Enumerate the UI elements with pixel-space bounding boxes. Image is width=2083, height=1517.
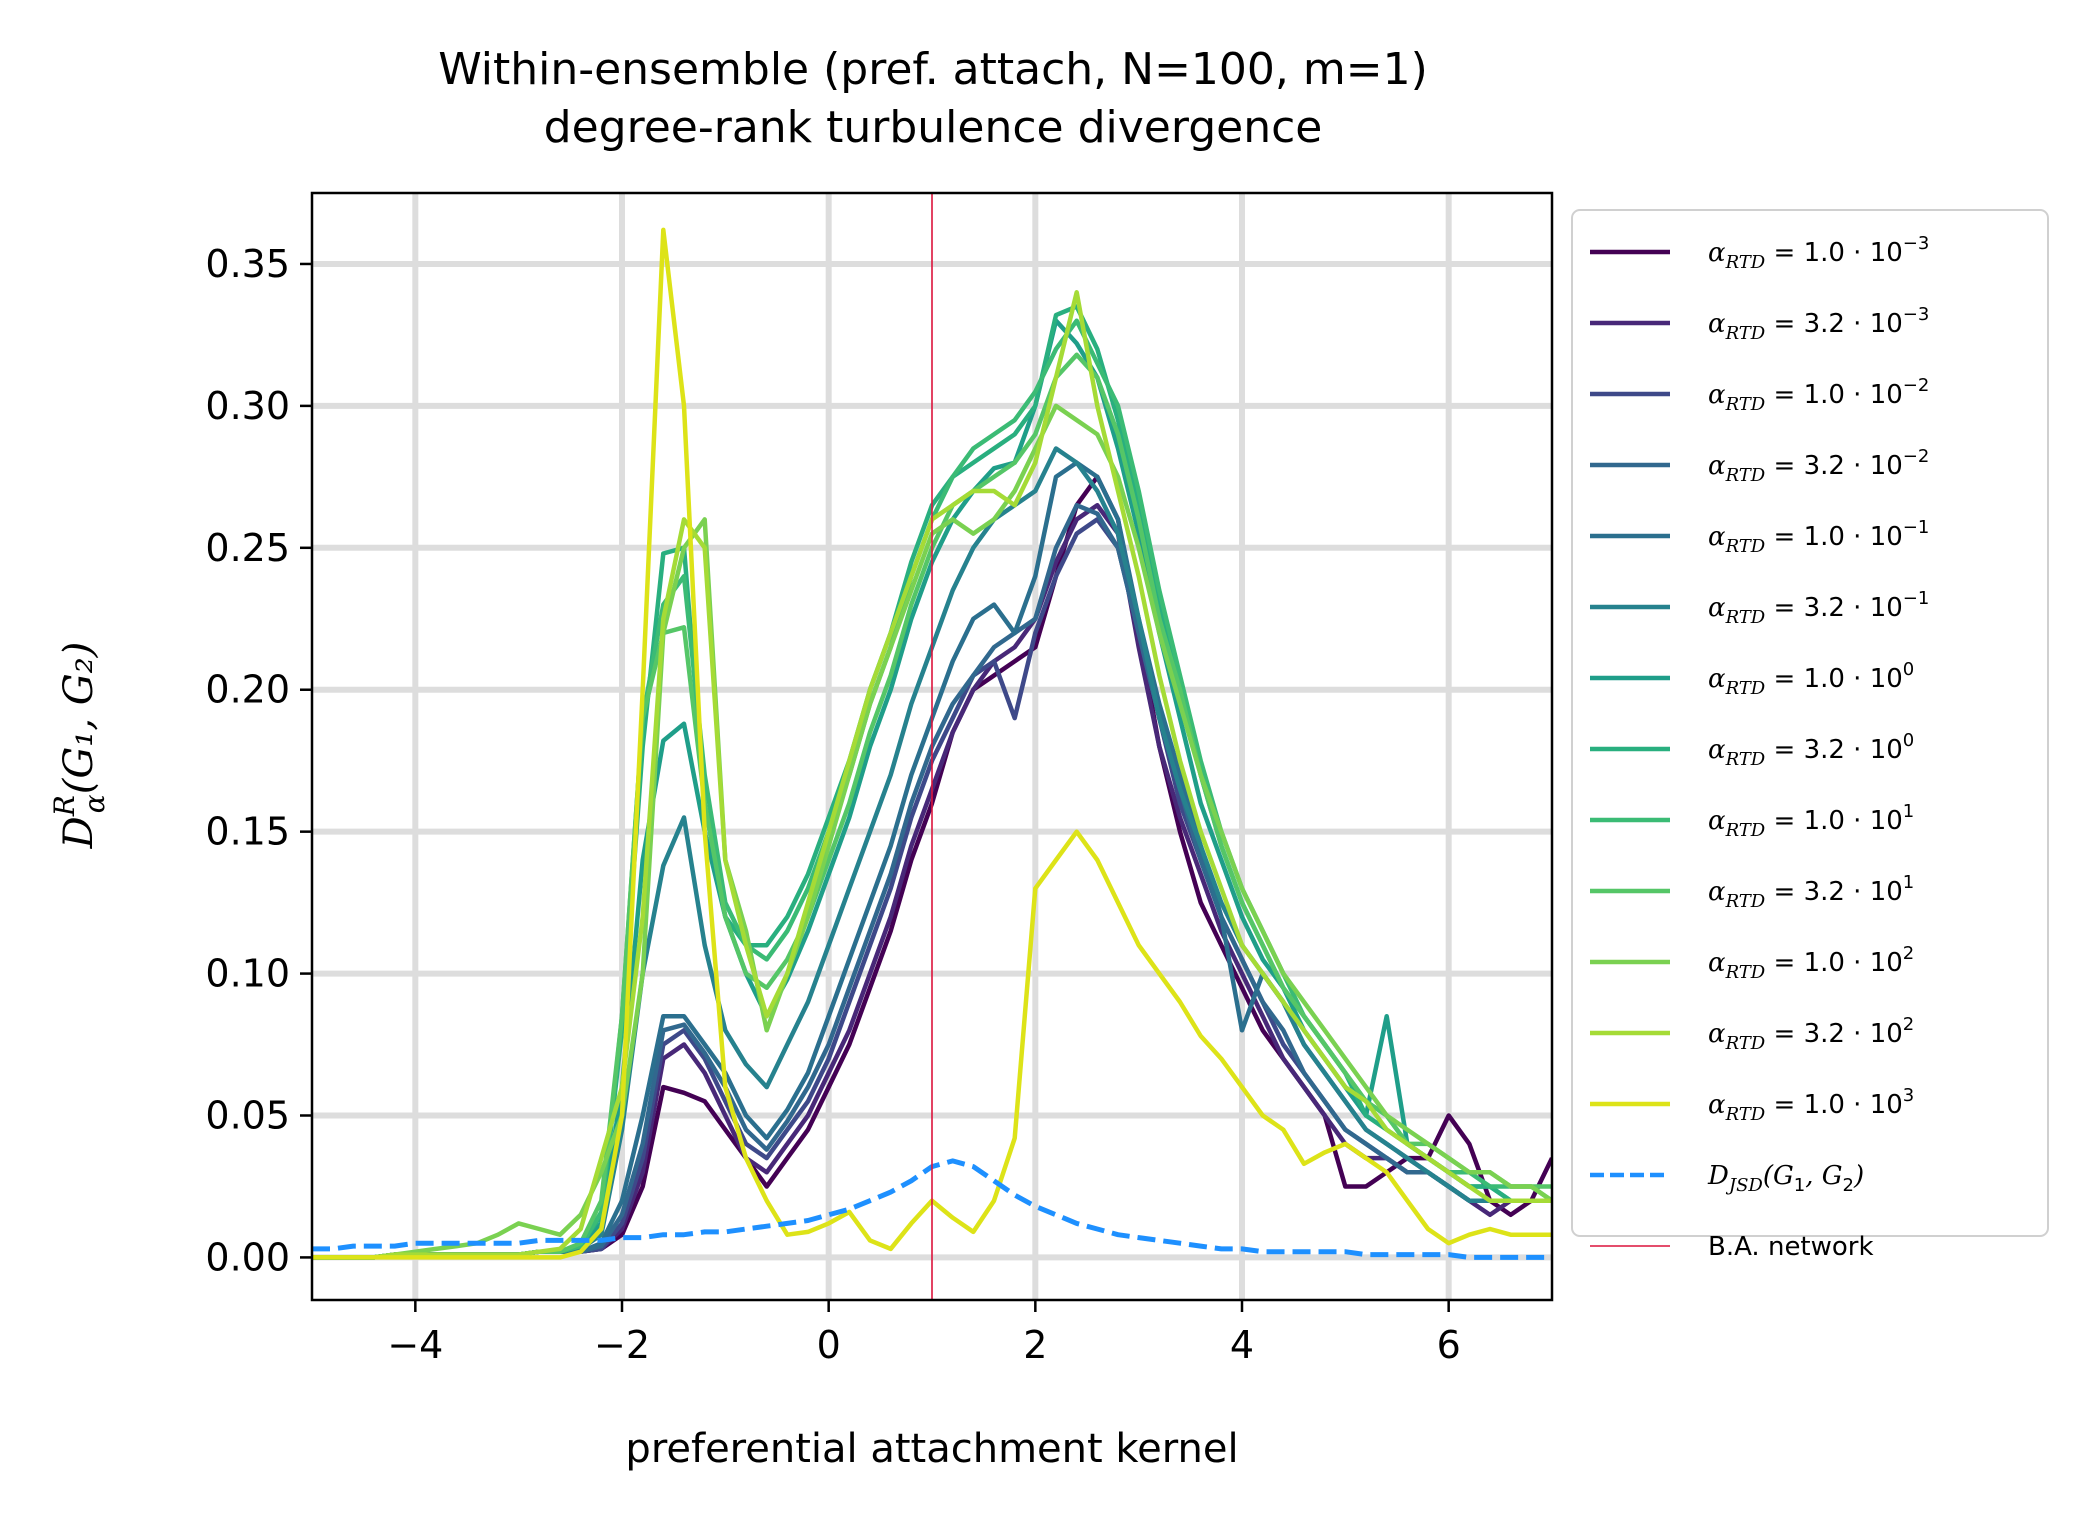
legend-label-12: αRTD = 1.0 · 103: [1708, 1085, 1914, 1125]
legend-label-7: αRTD = 3.2 · 100: [1708, 730, 1914, 770]
legend-item-4: αRTD = 1.0 · 10−1: [1590, 517, 1929, 557]
legend-item-10: αRTD = 1.0 · 102: [1590, 943, 1914, 983]
legend-label-2: αRTD = 1.0 · 10−2: [1708, 375, 1929, 415]
y-label-sub: α: [78, 794, 111, 813]
axes-frame: [310, 191, 1554, 1302]
x-tick-label-1: −2: [594, 1323, 650, 1367]
legend-item-1: αRTD = 3.2 · 10−3: [1590, 304, 1929, 344]
x-tick-label-3: 2: [1023, 1323, 1047, 1367]
x-axis-label: preferential attachment kernel: [625, 1426, 1238, 1472]
legend-item-9: αRTD = 3.2 · 101: [1590, 872, 1914, 912]
chart-title-line-1: Within-ensemble (pref. attach, N=100, m=…: [438, 44, 1428, 95]
legend-item-12: αRTD = 1.0 · 103: [1590, 1085, 1914, 1125]
legend-label-8: αRTD = 1.0 · 101: [1708, 801, 1914, 841]
y-axis-label: DRα(G₁, G₂): [48, 642, 111, 850]
legend: αRTD = 1.0 · 10−3 αRTD = 3.2 · 10−3 αRTD =…: [1571, 209, 2049, 1262]
legend-item-14: B.A. network: [1590, 1232, 1874, 1262]
legend-label-10: αRTD = 1.0 · 102: [1708, 943, 1914, 983]
legend-label-11: αRTD = 3.2 · 102: [1708, 1014, 1914, 1054]
legend-label-13: DJSD(G1, G2): [1707, 1161, 1864, 1196]
legend-item-0: αRTD = 1.0 · 10−3: [1590, 233, 1929, 273]
legend-item-7: αRTD = 3.2 · 100: [1590, 730, 1914, 770]
legend-item-2: αRTD = 1.0 · 10−2: [1590, 375, 1929, 415]
legend-label-1: αRTD = 3.2 · 10−3: [1708, 304, 1929, 344]
y-ticks: 0.00 0.05 0.10 0.15 0.20 0.25 0.30 0.35: [205, 242, 312, 1279]
legend-item-13: DJSD(G1, G2): [1590, 1161, 1864, 1196]
y-tick-label-5: 0.25: [205, 526, 290, 570]
svg-text:DRα(G₁, G₂): DRα(G₁, G₂): [48, 642, 111, 850]
legend-item-6: αRTD = 1.0 · 100: [1590, 659, 1914, 699]
y-label-base: D: [56, 816, 102, 849]
x-tick-label-0: −4: [387, 1323, 443, 1367]
y-tick-label-3: 0.15: [205, 810, 290, 854]
x-tick-label-4: 4: [1230, 1323, 1254, 1367]
legend-label-6: αRTD = 1.0 · 100: [1708, 659, 1914, 699]
x-ticks: −4 −2 0 2 4 6: [387, 1300, 1461, 1367]
legend-item-11: αRTD = 3.2 · 102: [1590, 1014, 1914, 1054]
legend-item-5: αRTD = 3.2 · 10−1: [1590, 588, 1929, 628]
y-label-sup: R: [48, 795, 81, 817]
x-tick-label-2: 0: [817, 1323, 841, 1367]
legend-item-8: αRTD = 1.0 · 101: [1590, 801, 1914, 841]
y-tick-label-0: 0.00: [205, 1235, 290, 1279]
y-tick-label-7: 0.35: [205, 242, 290, 286]
legend-label-4: αRTD = 1.0 · 10−1: [1708, 517, 1929, 557]
y-tick-label-2: 0.10: [205, 952, 290, 996]
legend-label-3: αRTD = 3.2 · 10−2: [1708, 446, 1929, 486]
x-tick-label-5: 6: [1437, 1323, 1461, 1367]
y-tick-label-6: 0.30: [205, 384, 290, 428]
legend-item-3: αRTD = 3.2 · 10−2: [1590, 446, 1929, 486]
y-tick-label-4: 0.20: [205, 668, 290, 712]
legend-box: [1571, 209, 2049, 1237]
legend-label-0: αRTD = 1.0 · 10−3: [1708, 233, 1929, 273]
y-tick-label-1: 0.05: [205, 1094, 290, 1138]
chart-title-line-2: degree-rank turbulence divergence: [544, 102, 1323, 153]
legend-label-9: αRTD = 3.2 · 101: [1708, 872, 1914, 912]
legend-label-5: αRTD = 3.2 · 10−1: [1708, 588, 1929, 628]
y-label-args: (G₁, G₂): [56, 642, 102, 795]
legend-label-14: B.A. network: [1708, 1232, 1874, 1262]
